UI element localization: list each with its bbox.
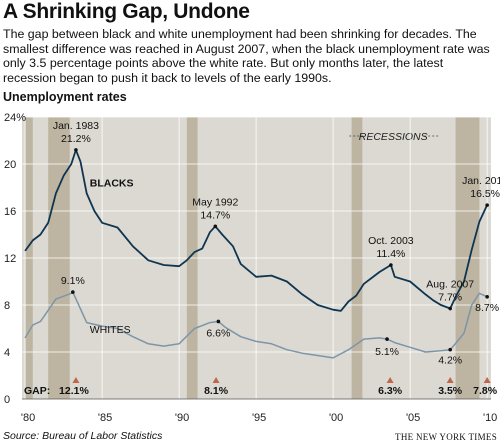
- source-note: Source: Bureau of Labor Statistics: [3, 430, 163, 442]
- annotation-value: 14.7%: [200, 209, 230, 221]
- chart-subtitle: Unemployment rates: [3, 90, 127, 104]
- annotation-point: [389, 263, 393, 267]
- y-tick-label: 0: [4, 394, 10, 406]
- annotation-point: [74, 148, 78, 152]
- y-tick-label: 12: [4, 253, 16, 265]
- annotation-value: 9.1%: [61, 275, 85, 287]
- annotation-point: [485, 203, 489, 207]
- gap-value: 12.1%: [59, 385, 89, 397]
- annotation-point: [448, 347, 452, 352]
- chart-title: A Shrinking Gap, Undone: [3, 0, 250, 23]
- annotation-date: Aug. 2007: [426, 279, 474, 291]
- gap-marker-icon: [446, 377, 454, 383]
- y-tick-label: 4: [4, 347, 10, 359]
- annotation-value: 16.5%: [470, 188, 500, 200]
- chart-description: The gap between black and white unemploy…: [3, 27, 490, 85]
- y-tick-label: 16: [4, 206, 16, 218]
- y-tick-label: 24%: [4, 112, 26, 124]
- gap-marker-icon: [212, 377, 220, 383]
- annotation-value: 8.7%: [475, 302, 499, 314]
- y-tick-label: 20: [4, 159, 16, 171]
- gap-value: 8.1%: [204, 385, 229, 397]
- annotation-date: May 1992: [192, 196, 238, 208]
- series-line-whites: [24, 291, 488, 359]
- series-label-blacks: BLACKS: [90, 177, 134, 189]
- gap-row: GAP: 12.1% 8.1% 6.3% 3.5% 7.8%: [24, 377, 498, 397]
- annotation-date: Oct. 2003: [368, 235, 414, 247]
- x-tick-label: '95: [252, 412, 266, 424]
- gridlines: [22, 116, 491, 400]
- x-tick-label: '00: [329, 412, 343, 424]
- annotation-value: 7.7%: [438, 292, 462, 304]
- annotation-value: 4.2%: [438, 355, 462, 367]
- recessions-label: RECESSIONS: [359, 131, 428, 143]
- credit-line: THE NEW YORK TIMES: [395, 432, 497, 442]
- annotation-date: Jan. 1983: [53, 120, 99, 132]
- series-lines: BLACKS WHITES: [24, 149, 488, 359]
- annotation-value: 6.6%: [206, 327, 230, 339]
- x-tick-label: '05: [406, 412, 420, 424]
- series-label-whites: WHITES: [90, 324, 131, 336]
- annotation-point: [213, 224, 218, 229]
- x-tick-label: '85: [98, 412, 112, 424]
- series-line-blacks: [24, 149, 488, 312]
- annotation-point: [216, 319, 221, 324]
- annotation-value: 11.4%: [376, 248, 405, 260]
- gap-marker-icon: [483, 377, 491, 383]
- annotation-point: [71, 290, 75, 294]
- x-tick-label: '10: [483, 412, 497, 424]
- annotation-value: 5.1%: [375, 346, 399, 358]
- annotation-point: [448, 306, 452, 311]
- annotation-value: 21.2%: [61, 133, 91, 145]
- annotation-point: [485, 294, 489, 299]
- annotation-point: [385, 337, 389, 341]
- annotation-date: Jan. 2010: [462, 175, 500, 187]
- x-tick-label: '90: [175, 412, 189, 424]
- x-tick-label: '80: [21, 412, 35, 424]
- y-tick-label: 8: [4, 300, 10, 312]
- gap-label: GAP:: [24, 385, 50, 397]
- gap-marker-icon: [72, 377, 80, 383]
- gap-value: 7.8%: [473, 385, 498, 397]
- y-axis-ticks: 0 4 8 12 16 20 24%: [4, 112, 26, 406]
- x-axis-ticks: '80 '85 '90 '95 '00 '05 '10: [21, 412, 497, 424]
- gap-marker-icon: [386, 377, 394, 383]
- gap-value: 6.3%: [378, 385, 403, 397]
- gap-value: 3.5%: [438, 385, 463, 397]
